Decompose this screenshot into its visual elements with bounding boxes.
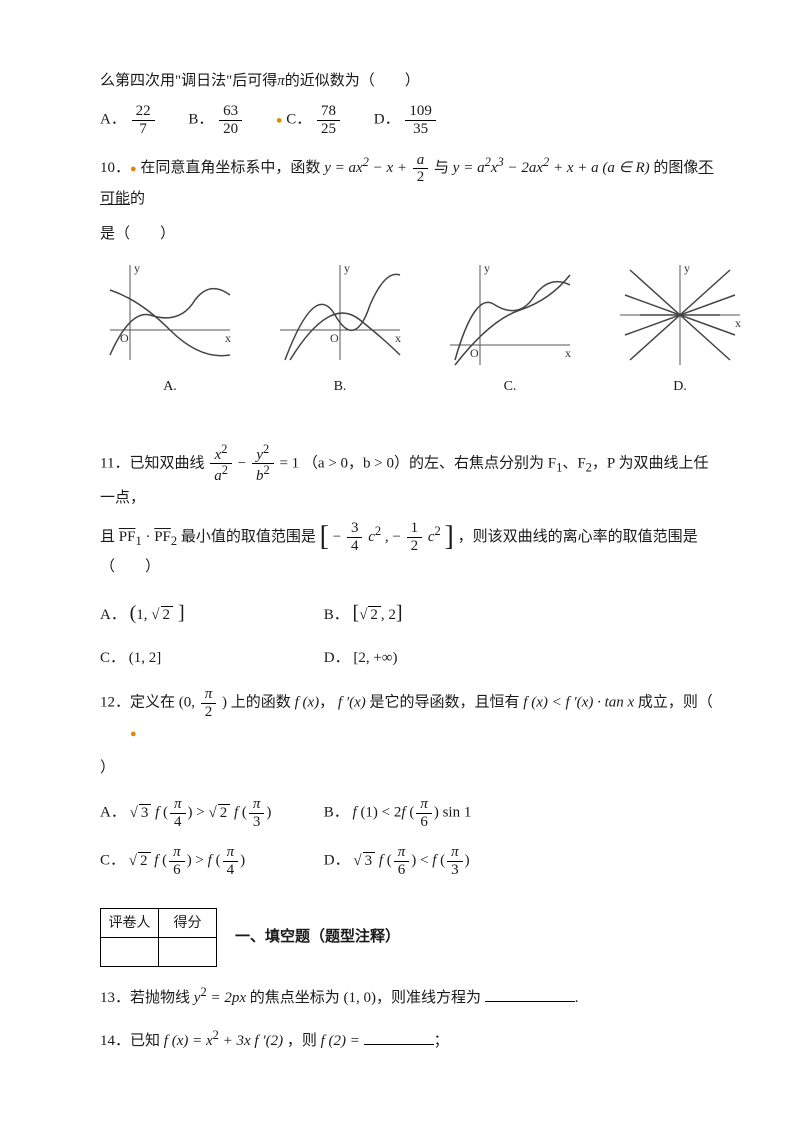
q10-stem: 10．● 在同意直角坐标系中，函数 y = ax2 − x + a2 与 y =… xyxy=(100,151,720,213)
q14-stem: 14．已知 f (x) = x2 + 3x f ′(2) ，则 f (2) = … xyxy=(100,1024,720,1055)
section-2-header: 评卷人 得分 一、填空题（题型注释） xyxy=(100,908,720,967)
q10-graph-d: y x D. xyxy=(610,260,750,399)
q11-opt-a[interactable]: A． (1, √2 ] xyxy=(100,595,320,631)
svg-text:y: y xyxy=(684,261,690,275)
q10-graph-c: y x O C. xyxy=(440,260,580,399)
q9-opt-a[interactable]: A． 227 xyxy=(100,103,157,137)
grade-cell-reviewer[interactable] xyxy=(101,938,159,967)
q9-opt-d[interactable]: D． 10935 xyxy=(374,103,438,137)
q9-opt-c[interactable]: C． 7825 xyxy=(286,103,342,137)
marker-dot: ● xyxy=(276,114,283,126)
q11-stem-2: 且 PF1 · PF2 最小值的取值范围是 [ − 34 c2 , − 12 c… xyxy=(100,520,720,582)
q12-stem: 12．定义在 (0, π2 ) 上的函数 f (x)， f ′(x) 是它的导函… xyxy=(100,686,720,747)
q14-blank[interactable] xyxy=(364,1029,434,1045)
svg-text:O: O xyxy=(470,346,479,360)
svg-text:x: x xyxy=(395,331,401,345)
q9-options: A． 227 B． 6320 ● C． 7825 D． 10935 xyxy=(100,103,720,137)
q12-opt-c[interactable]: C． √2 f (π6) > f (π4) xyxy=(100,844,320,878)
q9-opt-b[interactable]: B． 6320 xyxy=(188,103,244,137)
svg-text:x: x xyxy=(565,346,571,360)
q12-opt-a[interactable]: A． √3 f (π4) > √2 f (π3) xyxy=(100,796,320,830)
grade-header-reviewer: 评卷人 xyxy=(101,909,159,938)
q12-opts-row2: C． √2 f (π6) > f (π4) D． √3 f (π6) < f (… xyxy=(100,838,720,878)
q10-graphs: y x O A. y x O B. y x O C. xyxy=(100,260,720,399)
svg-text:x: x xyxy=(225,331,231,345)
svg-text:y: y xyxy=(344,261,350,275)
q11-opt-d[interactable]: D． [2, +∞) xyxy=(324,645,544,672)
q12-opt-b[interactable]: B． f (1) < 2f (π6) sin 1 xyxy=(324,796,544,830)
q10-stem-2: 是（ ） xyxy=(100,221,720,248)
q10-graph-b: y x O B. xyxy=(270,260,410,399)
q11-opts-row2: C． (1, 2] D． [2, +∞) xyxy=(100,639,720,672)
q11-opt-b[interactable]: B． [√2, 2] xyxy=(324,595,544,631)
grade-table: 评卷人 得分 xyxy=(100,908,217,967)
q12-opt-d[interactable]: D． √3 f (π6) < f (π3) xyxy=(324,844,544,878)
q13-stem: 13．若抛物线 y2 = 2px 的焦点坐标为 (1, 0)，则准线方程为 . xyxy=(100,981,720,1012)
q9-stem: 么第四次用"调日法"后可得π的近似数为（ ） xyxy=(100,68,720,95)
q12-opts-row1: A． √3 f (π4) > √2 f (π3) B． f (1) < 2f (… xyxy=(100,790,720,830)
q11-opt-c[interactable]: C． (1, 2] xyxy=(100,645,320,672)
q11-stem-1: 11．已知双曲线 x2a2 − y2b2 = 1 （a > 0，b > 0）的左… xyxy=(100,443,720,512)
q13-blank[interactable] xyxy=(485,986,575,1002)
grade-cell-score[interactable] xyxy=(159,938,217,967)
q10-graph-a: y x O A. xyxy=(100,260,240,399)
svg-text:x: x xyxy=(735,316,741,330)
grade-header-score: 得分 xyxy=(159,909,217,938)
svg-text:O: O xyxy=(330,331,339,345)
svg-text:y: y xyxy=(484,261,490,275)
q12-stem-close: ） xyxy=(100,755,720,782)
section-2-title: 一、填空题（题型注释） xyxy=(235,924,400,951)
svg-text:y: y xyxy=(134,261,140,275)
q11-opts-row1: A． (1, √2 ] B． [√2, 2] xyxy=(100,589,720,631)
